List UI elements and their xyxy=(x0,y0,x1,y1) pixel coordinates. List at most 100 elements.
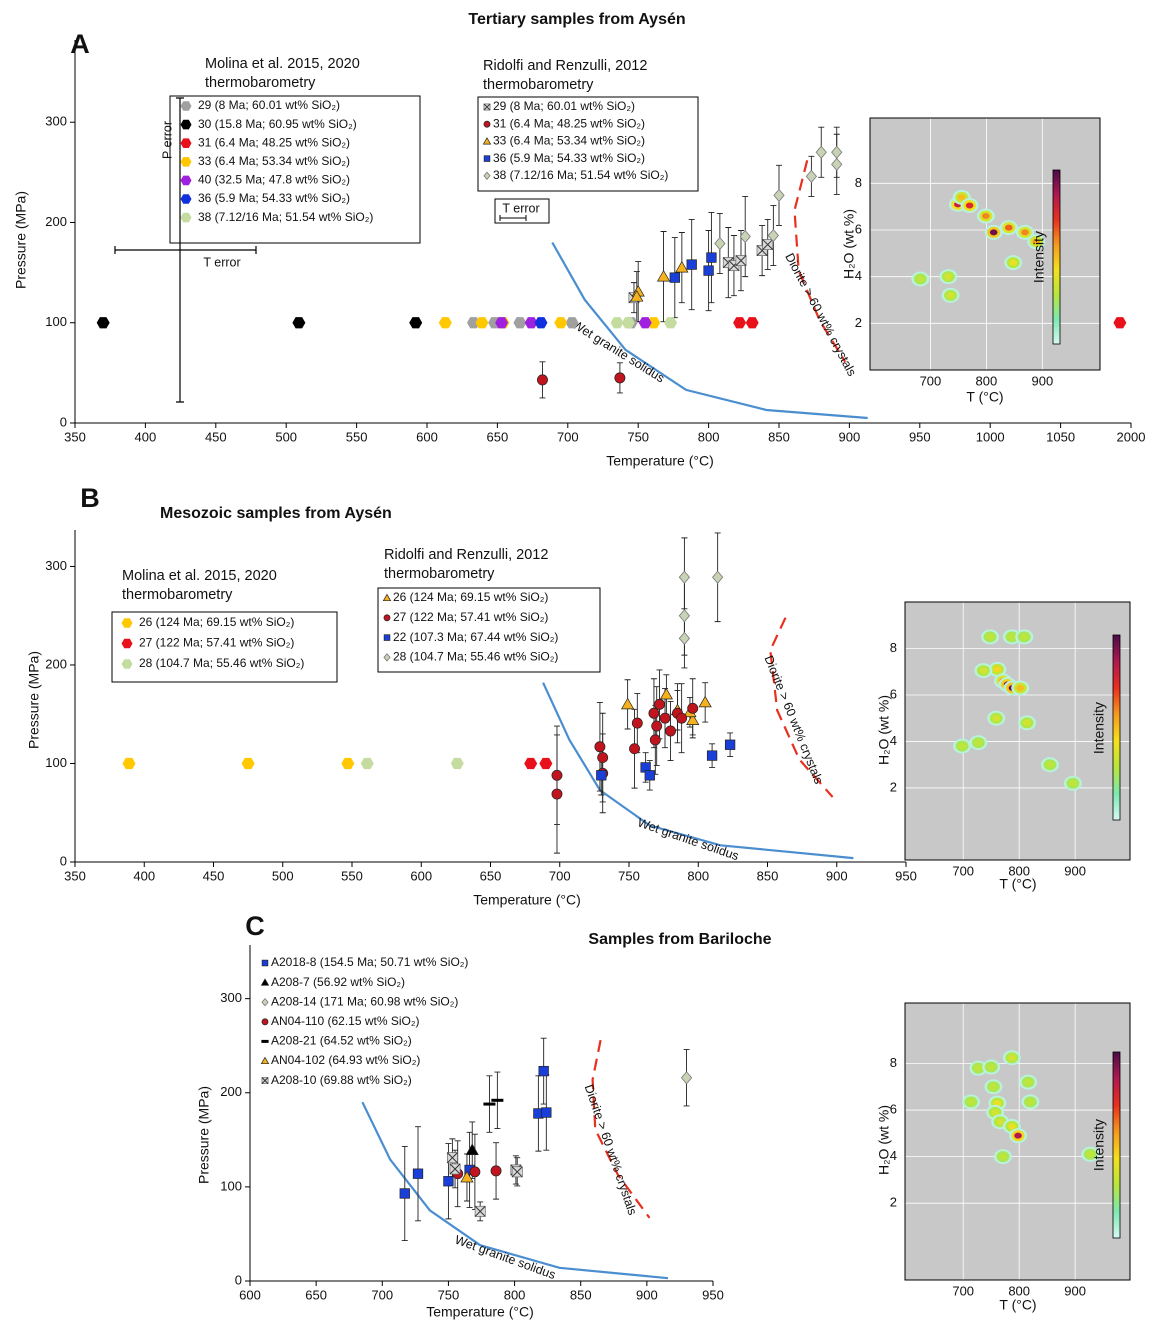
data-point xyxy=(831,145,843,159)
marker-cross xyxy=(511,1166,523,1178)
y-tick-label: 100 xyxy=(45,755,67,770)
data-point xyxy=(735,255,747,267)
x-tick-label: 700 xyxy=(549,868,571,883)
x-axis-label: T (°C) xyxy=(999,1297,1036,1313)
data-point xyxy=(678,570,691,584)
heat-spot-core xyxy=(944,273,953,280)
curve-label: Diorite > 60 wt% crystals xyxy=(582,1083,640,1217)
heat-spot xyxy=(987,710,1006,726)
colorbar xyxy=(1052,169,1061,345)
data-point xyxy=(511,1166,523,1178)
data-point xyxy=(654,698,665,710)
heat-spot xyxy=(939,269,958,285)
x-tick-label: 700 xyxy=(920,373,942,388)
x-tick-label: 850 xyxy=(570,1287,592,1302)
data-point xyxy=(706,252,717,263)
curve xyxy=(542,682,854,860)
data-point xyxy=(122,757,136,770)
data-point xyxy=(815,145,827,159)
data-point xyxy=(664,317,678,329)
heat-spot-core xyxy=(1014,1132,1022,1139)
heat-spot-core xyxy=(946,292,955,299)
data-point xyxy=(524,757,538,770)
heat-spot-core xyxy=(993,1100,1002,1107)
heat-spot-core xyxy=(982,213,990,219)
legend-marker xyxy=(180,138,192,148)
marker-cross xyxy=(483,103,491,111)
panel-label: A xyxy=(70,29,90,59)
annotation: P error xyxy=(160,121,174,159)
y-tick-label: 8 xyxy=(890,640,897,655)
curve xyxy=(551,241,868,420)
heat-spot-core xyxy=(1024,1079,1032,1086)
data-point xyxy=(554,317,568,329)
data-point xyxy=(631,717,643,729)
data-point xyxy=(96,317,110,329)
y-tick-label: 300 xyxy=(45,114,67,129)
x-tick-label: 800 xyxy=(1008,863,1030,878)
data-point xyxy=(724,739,736,750)
data-point xyxy=(495,317,509,329)
heat-spot xyxy=(1009,1128,1028,1144)
legend-label: 29 (8 Ma; 60.01 wt% SiO₂) xyxy=(198,98,340,112)
heat-spot xyxy=(981,629,1000,645)
legend-label: 31 (6.4 Ma; 48.25 wt% SiO₂) xyxy=(493,116,645,130)
heat-spot-core xyxy=(1020,633,1029,640)
heat-spot-core xyxy=(989,229,998,236)
y-axis-label: H₂O (wt %) xyxy=(876,1105,892,1175)
legend-label: 26 (124 Ma; 69.15 wt% SiO₂) xyxy=(139,615,294,629)
data-point xyxy=(491,1098,504,1102)
heat-spot xyxy=(1002,629,1021,645)
y-tick-label: 200 xyxy=(45,656,67,671)
curve xyxy=(361,1101,669,1280)
x-tick-label: 800 xyxy=(687,868,709,883)
legend-label: 22 (107.3 Ma; 67.44 wt% SiO₂) xyxy=(393,630,558,644)
legend-marker xyxy=(261,1077,269,1085)
heatmap-frame xyxy=(904,601,1131,861)
legend-marker xyxy=(383,614,391,622)
error-cross xyxy=(114,97,257,403)
x-tick-label: 800 xyxy=(504,1287,526,1302)
heat-spot xyxy=(984,1079,1003,1095)
x-tick-label: 750 xyxy=(627,429,649,444)
y-tick-label: 2 xyxy=(890,779,897,794)
x-tick-label: 900 xyxy=(1064,1283,1086,1298)
x-tick-label: 650 xyxy=(487,429,509,444)
heat-spot xyxy=(1040,757,1059,773)
y-tick-label: 200 xyxy=(220,1084,242,1099)
y-tick-label: 0 xyxy=(60,853,67,868)
legend-subtitle: thermobarometry xyxy=(205,75,316,91)
heat-spot xyxy=(1011,680,1030,696)
y-tick-label: 4 xyxy=(855,268,862,283)
x-axis-label: T (°C) xyxy=(999,876,1036,892)
heat-spot-core xyxy=(979,667,988,674)
data-point xyxy=(538,1065,549,1077)
x-tick-label: 900 xyxy=(826,868,848,883)
y-tick-label: 200 xyxy=(45,214,67,229)
data-point xyxy=(659,712,671,724)
legend-label: AN04-102 (64.93 wt% SiO₂) xyxy=(271,1053,420,1067)
panel-label: B xyxy=(80,483,100,513)
x-tick-label: 450 xyxy=(203,868,225,883)
x-tick-label: 950 xyxy=(895,868,917,883)
data-point xyxy=(438,317,452,329)
heat-spot xyxy=(993,1149,1012,1165)
legend-label: 33 (6.4 Ma; 53.34 wt% SiO₂) xyxy=(198,154,350,168)
legend-marker xyxy=(180,194,192,204)
legend-marker xyxy=(261,959,269,967)
heat-spot-core xyxy=(1004,224,1013,231)
x-tick-label: 1000 xyxy=(976,429,1005,444)
data-point xyxy=(399,1188,410,1199)
x-tick-label: 900 xyxy=(1064,863,1086,878)
heat-spot xyxy=(976,208,995,224)
legend-label: 27 (122 Ma; 57.41 wt% SiO₂) xyxy=(139,636,294,650)
y-tick-label: 8 xyxy=(855,175,862,190)
marker-cross xyxy=(735,255,747,267)
data-point xyxy=(360,757,374,770)
data-point xyxy=(629,743,640,755)
heat-spot-core xyxy=(992,715,1001,722)
x-tick-label: 750 xyxy=(618,868,640,883)
colorbar-label: Intensity xyxy=(1091,1119,1107,1171)
y-axis-label: Pressure (MPa) xyxy=(13,191,29,289)
